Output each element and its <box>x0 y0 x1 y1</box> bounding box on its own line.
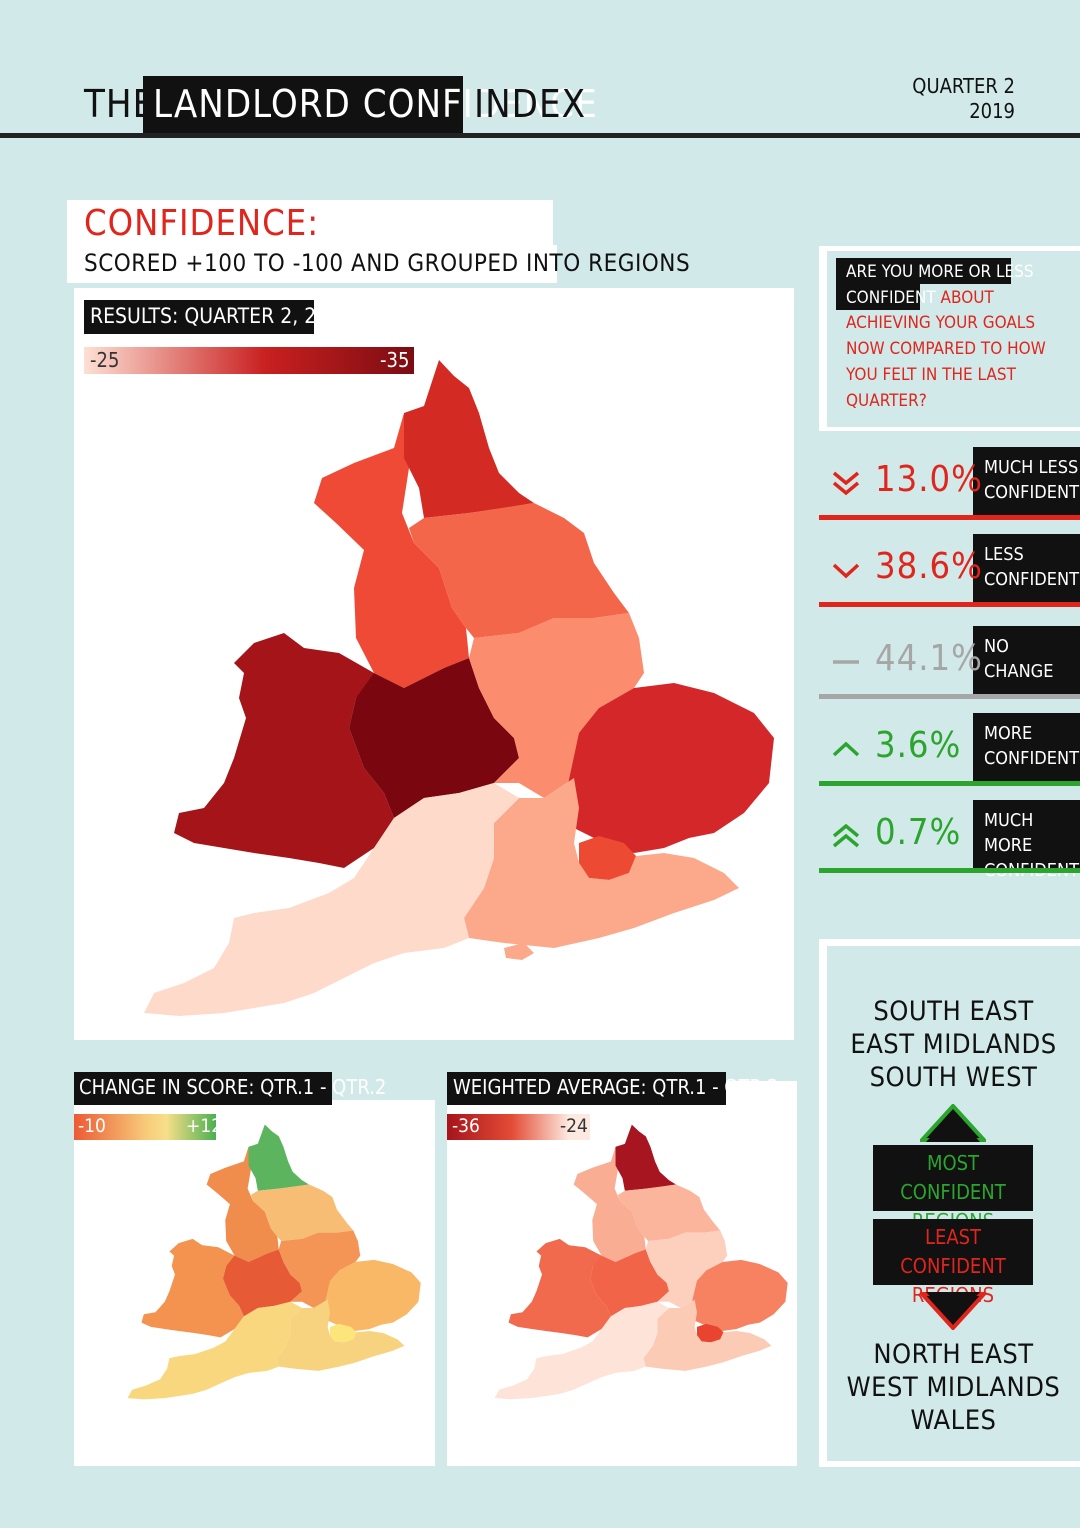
most-confident-list: SOUTH EAST EAST MIDLANDS SOUTH WEST <box>827 995 1080 1094</box>
weighted-map-tag <box>447 1072 726 1105</box>
answer-label-box: LESS CONFIDENT <box>973 534 1080 604</box>
double-chevron-down-icon <box>832 471 860 496</box>
answer-label-1: MORE <box>984 723 1033 744</box>
main-region-map <box>144 360 774 1016</box>
answer-label-1: NO <box>984 636 1009 657</box>
answer-label-2: CHANGE <box>984 661 1054 682</box>
region-south-east <box>464 778 739 948</box>
least-region-2: WEST MIDLANDS <box>846 1372 1061 1403</box>
most-region-2: EAST MIDLANDS <box>850 1029 1057 1060</box>
answer-label-1: MUCH LESS <box>984 457 1079 478</box>
question-highlight-1 <box>836 258 1011 284</box>
weighted-legend-high: -24 <box>560 1115 588 1137</box>
question-line-2b: ABOUT <box>940 287 994 308</box>
answer-underline <box>819 781 1080 786</box>
question-line-6: QUARTER? <box>846 390 927 411</box>
answer-percent: 0.7% <box>875 812 962 853</box>
quarter-text: QUARTER 2 <box>912 74 1015 98</box>
weighted-map-legend <box>447 1114 590 1140</box>
question-line-4: NOW COMPARED TO HOW <box>846 339 1046 360</box>
answer-percent: 44.1% <box>875 638 983 679</box>
double-chevron-up-icon <box>832 823 860 848</box>
question-highlight-2 <box>836 284 920 310</box>
answer-label-1: LESS <box>984 544 1024 565</box>
question-line-2: CONFIDENT <box>846 287 936 308</box>
confidence-subtitle-box <box>67 245 557 283</box>
answer-underline <box>819 602 1080 607</box>
answer-percent: 38.6% <box>875 546 983 587</box>
answer-label-1: MUCH MORE <box>984 810 1034 856</box>
change-map-legend <box>74 1114 216 1140</box>
most-label-1: MOST CONFIDENT <box>900 1151 1006 1204</box>
region-wales <box>174 633 394 868</box>
confidence-title: CONFIDENCE: <box>84 203 320 244</box>
most-confident-box <box>873 1145 1033 1211</box>
down-arrow-icon <box>920 1292 986 1330</box>
answer-underline <box>819 868 1080 873</box>
title-highlight-box <box>143 76 463 134</box>
change-map-tag <box>74 1072 332 1105</box>
region-south-west <box>144 783 519 1016</box>
region-north-west <box>314 413 469 688</box>
least-label-1: LEAST CONFIDENT <box>900 1225 1006 1278</box>
results-tag-text: RESULTS: QUARTER 2, 2019 <box>90 304 353 328</box>
answer-percent: 13.0% <box>875 459 983 500</box>
least-confident-box <box>873 1219 1033 1285</box>
change-legend-low: -10 <box>78 1115 106 1137</box>
answer-underline <box>819 694 1080 699</box>
weighted-map-tag-text: WEIGHTED AVERAGE: QTR.1 - QTR.2 <box>453 1075 779 1099</box>
year-text: 2019 <box>969 99 1015 123</box>
region-north-east <box>404 360 534 518</box>
question-line-5: YOU FELT IN THE LAST <box>846 364 1016 385</box>
region-east-midlands <box>469 613 644 798</box>
change-legend-high: +12 <box>186 1115 223 1137</box>
weighted-region-map <box>494 1124 788 1400</box>
answer-label-2: CONFIDENT <box>984 569 1079 590</box>
title-highlight: LANDLORD CONFIDENCE <box>153 82 598 126</box>
answer-percent: 3.6% <box>875 725 962 766</box>
question-line-3: ACHIEVING YOUR GOALS <box>846 313 1036 334</box>
main-legend-low: -25 <box>90 348 120 372</box>
quarter-label: QUARTER 2 2019 <box>912 74 1015 124</box>
results-tag <box>84 300 314 334</box>
title-suffix: INDEX <box>474 82 586 126</box>
most-region-3: SOUTH WEST <box>869 1062 1038 1093</box>
change-region-map <box>127 1124 421 1400</box>
least-region-1: NORTH EAST <box>873 1339 1034 1370</box>
chevron-up-icon <box>832 741 860 757</box>
dash-icon <box>833 660 859 664</box>
answer-label-2: CONFIDENT <box>984 748 1079 769</box>
answer-label-box: NO CHANGE <box>973 626 1080 696</box>
answer-label-2: CONFIDENT <box>984 482 1079 503</box>
up-arrow-icon <box>920 1104 986 1142</box>
header-rule <box>0 133 1080 138</box>
chevron-down-icon <box>832 563 860 579</box>
weighted-legend-low: -36 <box>452 1115 480 1137</box>
answer-underline <box>819 515 1080 520</box>
answer-label-box: MUCH LESS CONFIDENT <box>973 447 1080 517</box>
region-west-midlands <box>349 658 519 818</box>
least-confident-list: NORTH EAST WEST MIDLANDS WALES <box>827 1338 1080 1437</box>
question-line-1: ARE YOU MORE OR LESS <box>846 262 1034 282</box>
title-prefix: THE <box>84 82 156 126</box>
main-legend-high: -35 <box>380 348 410 372</box>
region-london <box>579 836 636 880</box>
most-region-1: SOUTH EAST <box>873 996 1034 1027</box>
confidence-subtitle: SCORED +100 TO -100 AND GROUPED INTO REG… <box>84 249 691 277</box>
region-east-of-england <box>564 683 774 853</box>
change-map-tag-text: CHANGE IN SCORE: QTR.1 - QTR.2 <box>79 1075 387 1099</box>
main-map-legend <box>84 347 414 374</box>
least-region-3: WALES <box>910 1405 997 1436</box>
region-isle-of-wight <box>504 943 534 960</box>
question-text: ARE YOU MORE OR LESS CONFIDENT ABOUT ACH… <box>846 260 1076 414</box>
region-yorkshire <box>409 503 629 638</box>
answer-label-box: MORE CONFIDENT <box>973 713 1080 783</box>
